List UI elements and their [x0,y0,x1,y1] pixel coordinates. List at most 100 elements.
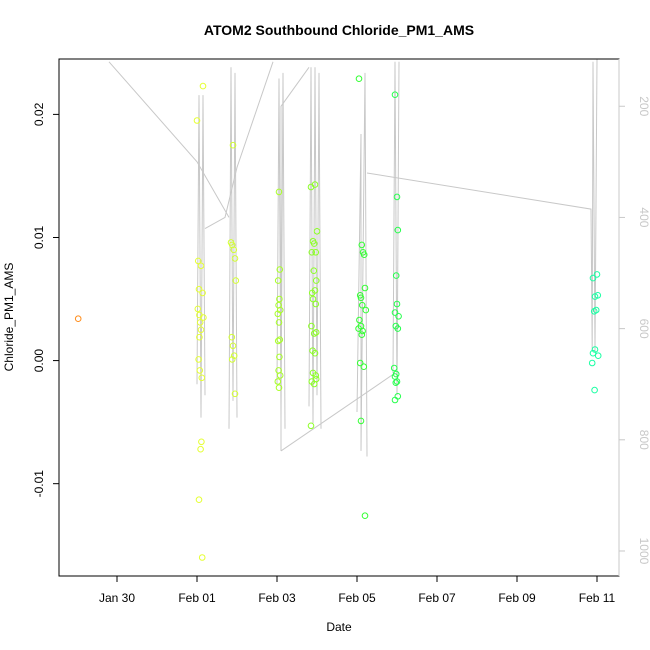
data-point [200,314,207,321]
data-point [310,267,318,275]
data-point [311,349,319,357]
data-point [594,352,602,360]
data-point [276,353,283,361]
altitude-track-line [108,61,230,218]
y-tick-label: 0.00 [32,349,46,373]
right-tick-label: 1000 [637,538,650,565]
data-point [275,384,283,392]
data-point [194,305,202,313]
right-tick-label: 400 [637,207,650,227]
altitude-track-layer [108,58,598,457]
data-point [310,240,318,247]
data-point [230,352,238,360]
x-axis-label: Date [326,620,352,634]
data-point [195,356,202,363]
y-tick-label: -0.01 [32,470,46,498]
data-point [275,319,283,326]
data-point [355,325,362,332]
altitude-track-line [204,61,274,230]
data-point [357,294,365,302]
data-point [393,193,401,201]
x-tick-label: Feb 01 [178,591,216,605]
data-point [312,375,320,383]
data-point [358,241,366,249]
data-point [358,301,366,309]
data-point [194,257,202,265]
data-point [589,274,597,282]
data-point [276,295,283,303]
data-point [393,378,401,385]
data-point [593,271,601,278]
data-point [199,289,206,297]
data-point [588,359,596,367]
data-point [74,315,82,323]
data-point [198,554,206,561]
data-point [231,255,239,262]
data-point [594,292,602,299]
data-point [356,316,363,324]
x-tick-label: Feb 05 [338,591,376,605]
chart-title: ATOM2 Southbound Chloride_PM1_AMS [204,22,474,38]
data-point [232,277,240,284]
data-point [274,378,282,385]
altitude-track-line [196,95,206,418]
data-point [591,346,599,353]
data-point [391,309,399,316]
right-tick-label: 800 [637,430,650,450]
y-tick-label: 0.02 [32,102,46,126]
data-point [357,417,365,425]
data-point [197,326,205,334]
data-point [228,356,236,363]
data-point [230,246,238,254]
altitude-track-line [228,67,238,429]
data-point [356,359,364,367]
data-point [276,372,284,379]
data-point [196,333,203,341]
data-point [362,306,370,314]
data-point [360,251,368,258]
altitude-track-line [366,58,598,351]
data-point [276,336,284,344]
data-point [360,363,368,371]
points-layer [74,75,602,561]
data-point [312,249,320,256]
data-point [361,512,369,520]
data-point [198,438,205,446]
data-point [196,319,204,326]
data-point [390,364,398,372]
altitude-track-line [356,72,368,457]
data-point [311,181,319,188]
data-point [195,496,203,504]
data-point [312,277,320,284]
data-point [274,337,282,345]
y-axis: -0.01 0.00 0.01 0.02 [32,102,59,497]
x-tick-label: Feb 11 [579,591,616,605]
data-point [275,188,283,196]
altitude-track-line [308,67,322,429]
data-point [592,306,600,314]
x-axis: Jan 30 Feb 01 Feb 03 Feb 05 Feb 07 Feb 09 Feb … [99,575,616,605]
data-point [312,372,320,379]
data-point [196,367,204,374]
data-point [393,300,401,308]
y-tick-label: 0.01 [32,225,46,249]
data-point [392,272,400,279]
altitude-track-line [280,67,310,451]
data-point [193,117,201,124]
data-point [229,342,237,350]
data-point [391,396,399,404]
data-point [195,285,203,293]
data-point [309,295,317,303]
data-point [312,300,320,308]
data-point [312,329,320,336]
plot-frame [58,58,620,577]
data-point [308,249,316,256]
data-point [197,445,204,453]
data-point [361,284,369,292]
data-point [308,322,315,330]
data-point [591,386,598,394]
data-point [394,226,402,234]
data-point [307,422,315,430]
data-point [228,333,236,341]
data-point [391,91,399,98]
